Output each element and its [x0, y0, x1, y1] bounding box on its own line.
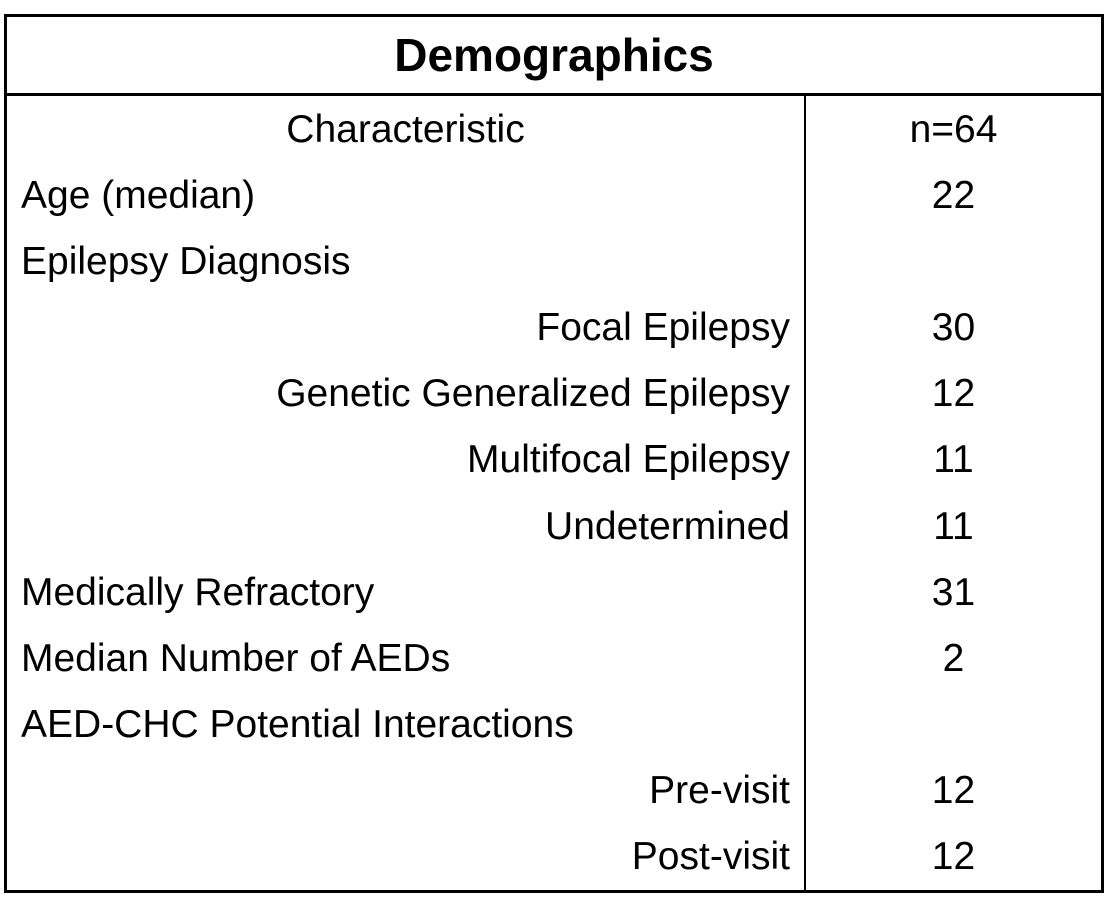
row-value: 12 [804, 823, 1101, 890]
row-label: AED-CHC Potential Interactions [21, 703, 574, 747]
row-label: Epilepsy Diagnosis [21, 239, 351, 283]
row-value: 12 [804, 757, 1101, 824]
row-value: 22 [804, 162, 1101, 229]
row-value [804, 691, 1101, 758]
row-label: Pre-visit [649, 769, 790, 813]
row-value: 2 [804, 625, 1101, 692]
table-row: Age (median) 22 [7, 162, 1101, 229]
row-value: 11 [804, 426, 1101, 493]
table-row: Multifocal Epilepsy 11 [7, 426, 1101, 493]
header-count: n=64 [804, 96, 1101, 163]
table-row: Pre-visit 12 [7, 757, 1101, 824]
row-label: Multifocal Epilepsy [467, 438, 790, 482]
table-title: Demographics [7, 17, 1101, 96]
table-row: Undetermined 11 [7, 492, 1101, 560]
table-body: Characteristic n=64 Age (median) 22 Epil… [7, 96, 1101, 890]
table-row: Median Number of AEDs 2 [7, 625, 1101, 692]
row-label: Post-visit [631, 835, 790, 879]
row-label: Undetermined [545, 504, 790, 548]
table-row: Genetic Generalized Epilepsy 12 [7, 360, 1101, 427]
row-label: Age (median) [21, 173, 256, 217]
table-row: Epilepsy Diagnosis [7, 228, 1101, 295]
table-row: Post-visit 12 [7, 823, 1101, 890]
row-value: 12 [804, 360, 1101, 427]
table-row: AED-CHC Potential Interactions [7, 691, 1101, 758]
row-label: Genetic Generalized Epilepsy [276, 372, 790, 416]
row-value: 11 [804, 492, 1101, 560]
row-value [804, 228, 1101, 295]
table-row: Medically Refractory 31 [7, 559, 1101, 626]
header-characteristic: Characteristic [286, 107, 525, 151]
demographics-table: Demographics Characteristic n=64 Age (me… [4, 14, 1104, 893]
table-header-row: Characteristic n=64 [7, 96, 1101, 163]
row-label: Medically Refractory [21, 570, 375, 614]
row-value: 30 [804, 294, 1101, 361]
row-label: Median Number of AEDs [21, 636, 451, 680]
table-row: Focal Epilepsy 30 [7, 294, 1101, 361]
row-label: Focal Epilepsy [536, 306, 790, 350]
row-value: 31 [804, 559, 1101, 626]
